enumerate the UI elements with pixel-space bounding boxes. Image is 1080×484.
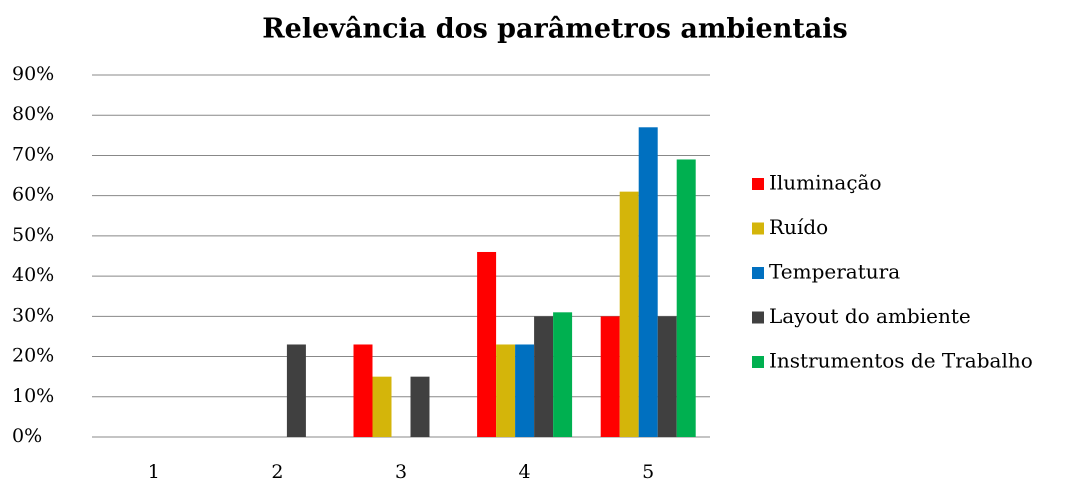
y-tick-label: 30%: [12, 304, 54, 326]
bar: [286, 344, 306, 437]
bar: [619, 191, 639, 437]
y-tick-label: 50%: [12, 224, 54, 246]
x-tick-label: 3: [395, 461, 407, 483]
legend-label: Instrumentos de Trabalho: [769, 349, 1033, 373]
y-tick-label: 20%: [12, 345, 54, 367]
bar: [353, 344, 373, 437]
y-tick-label: 80%: [12, 103, 54, 125]
bar: [553, 312, 573, 437]
x-tick-label: 4: [519, 461, 531, 483]
bar: [638, 127, 658, 438]
y-tick-label: 70%: [12, 143, 54, 165]
legend-label: Iluminação: [769, 171, 882, 195]
x-tick-label: 2: [271, 461, 283, 483]
bar: [676, 159, 696, 437]
bar: [372, 376, 392, 437]
y-tick-label: 60%: [12, 184, 54, 206]
legend-swatch: [752, 356, 764, 368]
bar: [534, 316, 554, 437]
y-tick-label: 0%: [12, 425, 42, 447]
bar: [600, 316, 620, 437]
legend-swatch: [752, 267, 764, 279]
legend-swatch: [752, 178, 764, 190]
legend-label: Layout do ambiente: [769, 304, 971, 328]
legend-swatch: [752, 222, 764, 235]
y-tick-label: 10%: [12, 385, 54, 407]
y-tick-label: 40%: [12, 264, 54, 286]
x-tick-label: 1: [148, 461, 160, 483]
x-tick-label: 5: [642, 461, 654, 483]
bar: [496, 344, 516, 437]
bar: [515, 344, 535, 437]
chart-title: Relevância dos parâmetros ambientais: [262, 14, 848, 45]
legend-label: Temperatura: [769, 260, 900, 284]
y-tick-label: 90%: [12, 63, 54, 85]
bar: [477, 251, 497, 437]
legend-swatch: [752, 311, 764, 324]
bar: [410, 376, 430, 437]
bar: [657, 316, 677, 437]
legend-label: Ruído: [769, 215, 828, 239]
